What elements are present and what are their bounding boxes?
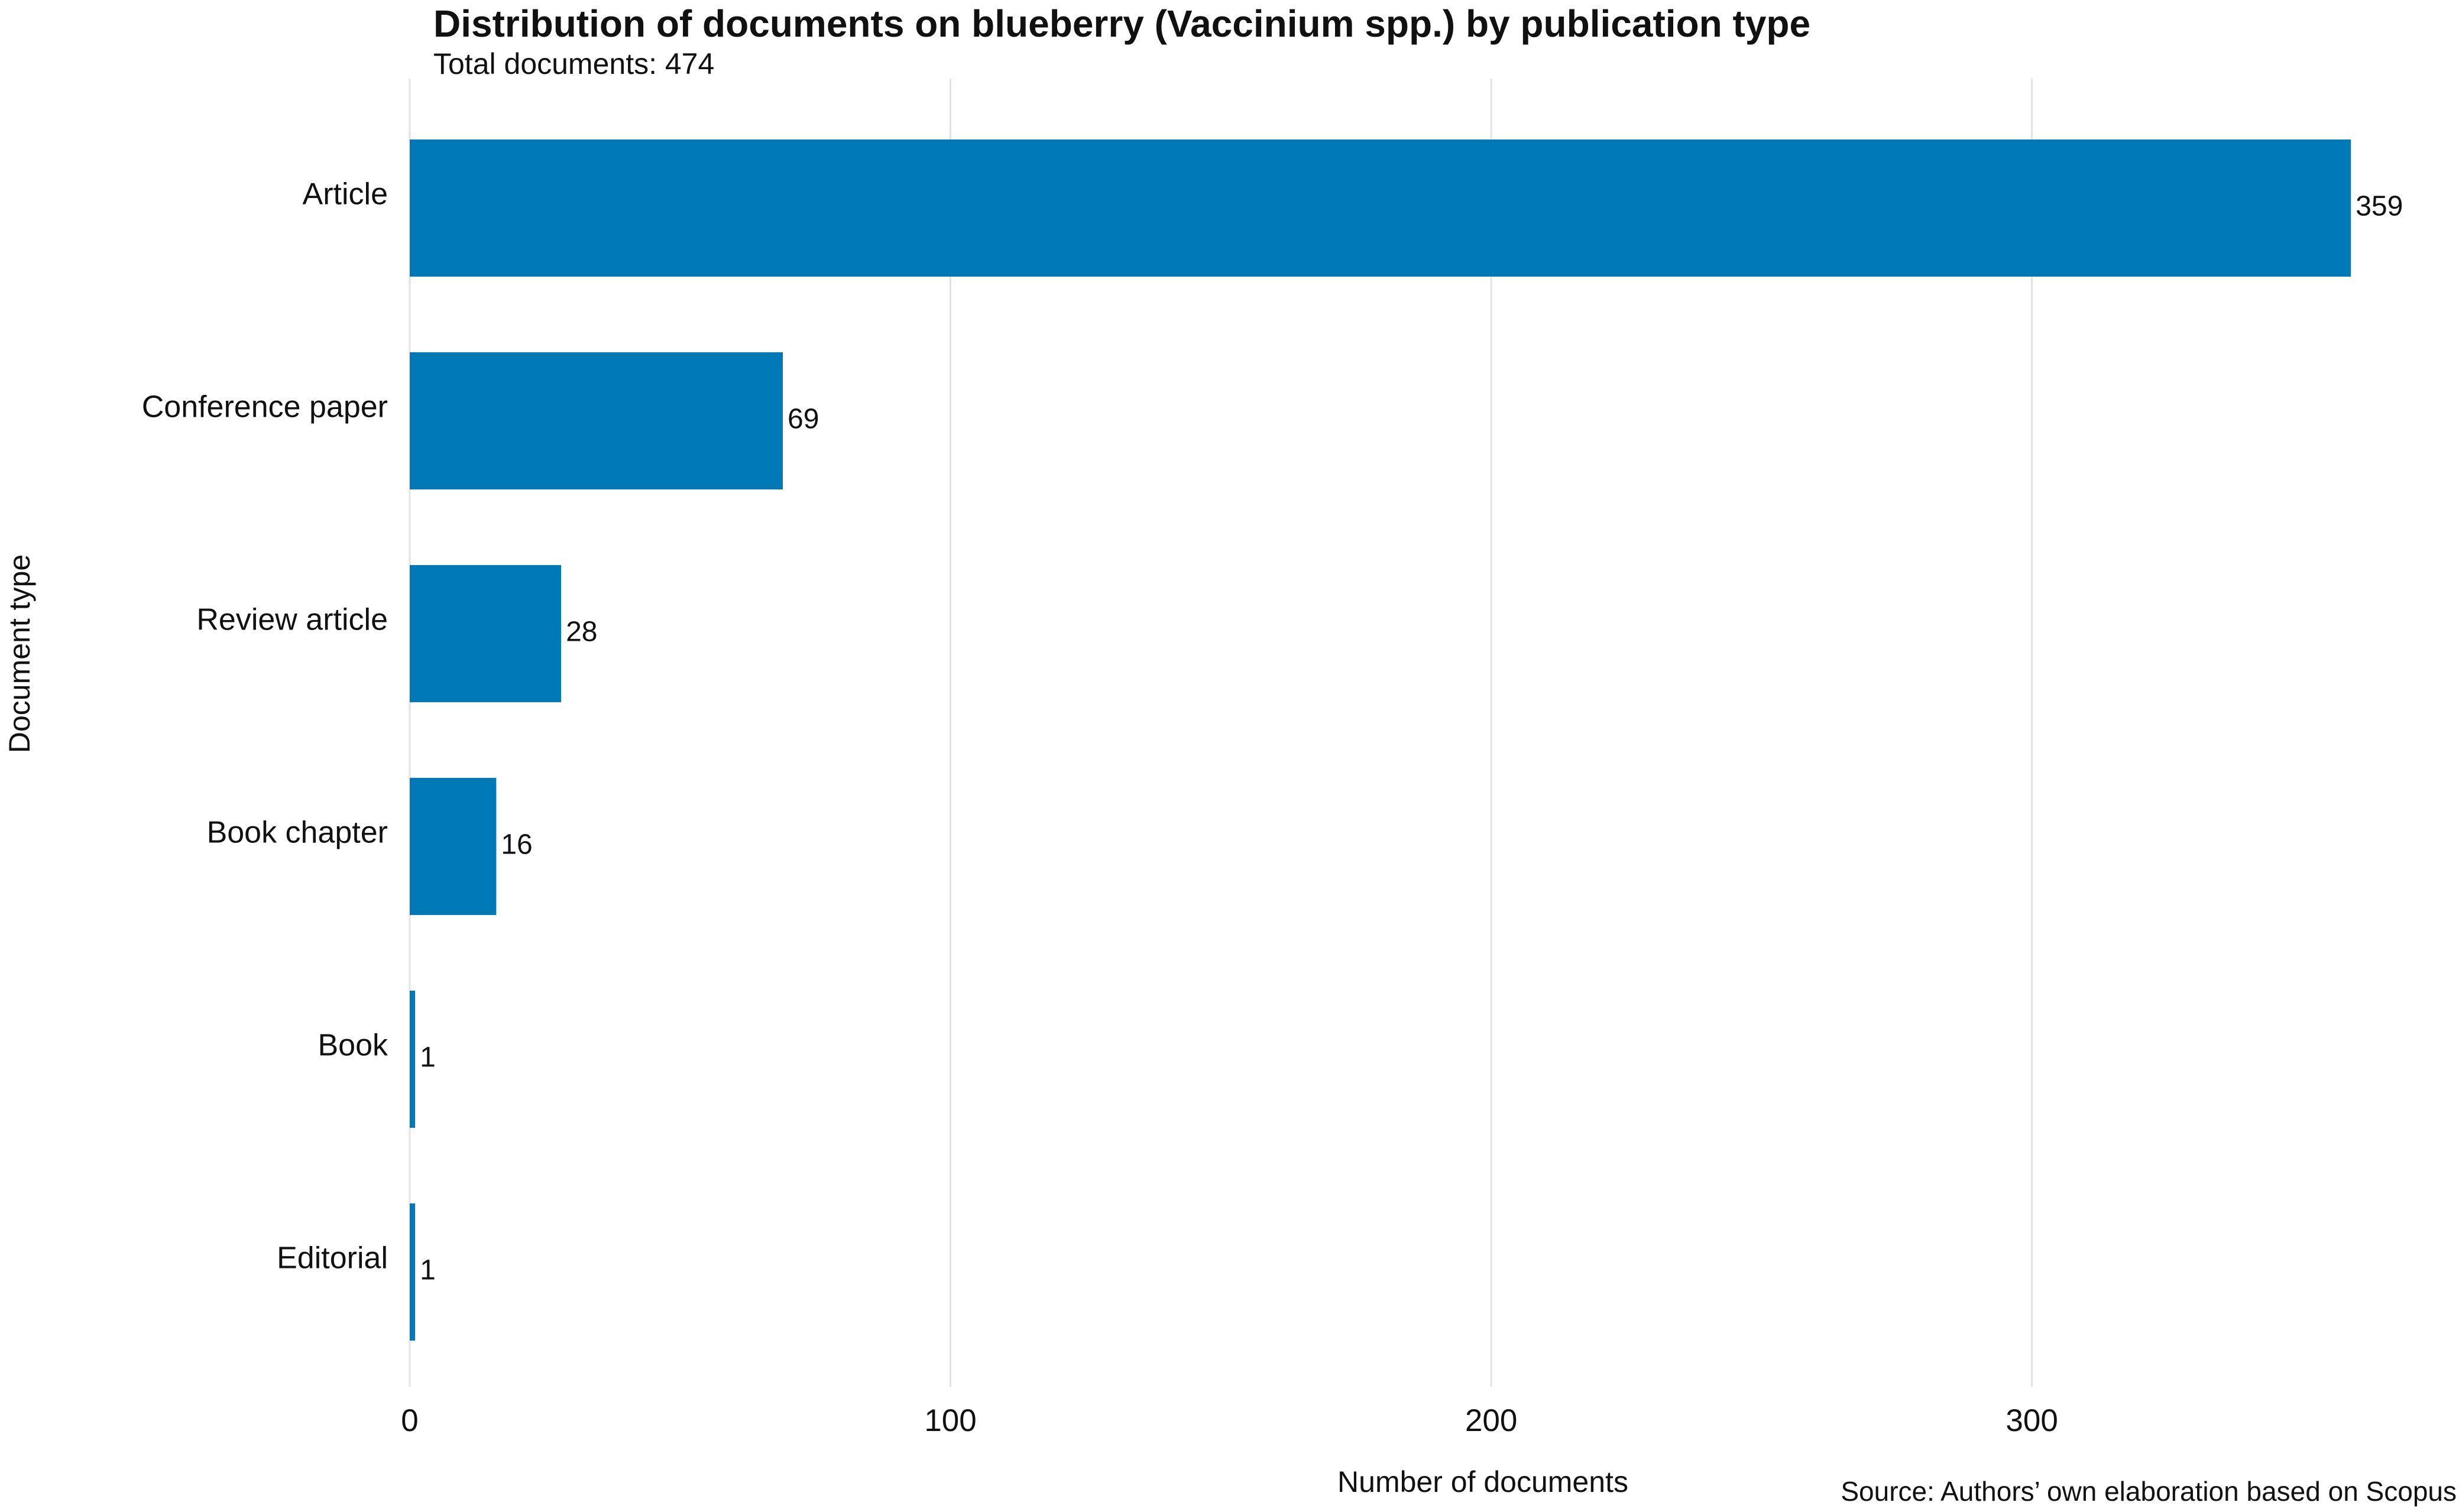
y-tick-label: Book chapter [207,816,388,850]
y-tick-label: Review article [196,603,388,637]
y-tick-label: Editorial [277,1241,388,1276]
bar [410,139,2351,277]
x-tick-label: 0 [401,1403,418,1438]
y-tick-label: Conference paper [142,390,388,424]
y-tick-label: Article [303,177,388,212]
chart-subtitle: Total documents: 474 [433,47,714,80]
value-label: 28 [566,617,597,648]
x-tick-label: 200 [1465,1403,1517,1438]
x-tick-label: 300 [2006,1403,2058,1438]
y-axis-label: Document type [3,554,36,753]
bar [410,778,497,915]
bar [410,565,562,702]
value-label: 69 [788,404,819,435]
bar [410,991,416,1128]
source-note: Source: Authors’ own elaboration based o… [1841,1476,2457,1507]
value-label: 1 [420,1042,436,1073]
y-tick-label: Book [318,1028,388,1063]
value-label: 1 [420,1255,436,1286]
value-label: 16 [501,829,532,861]
x-tick-label: 100 [924,1403,976,1438]
bar [410,352,783,489]
value-label: 359 [2356,191,2403,222]
bar [410,1203,416,1341]
chart-title: Distribution of documents on blueberry (… [433,2,1810,45]
x-axis-label: Number of documents [1337,1465,1628,1498]
